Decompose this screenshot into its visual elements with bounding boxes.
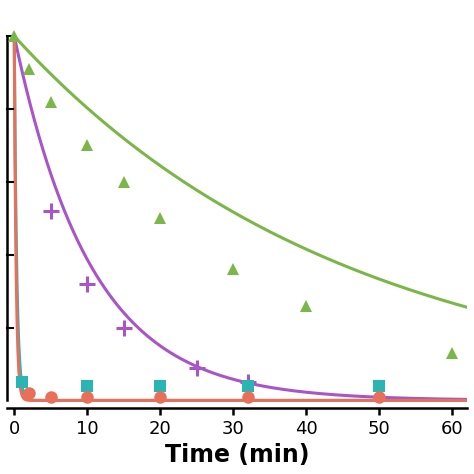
X-axis label: Time (min): Time (min) [165,443,309,467]
